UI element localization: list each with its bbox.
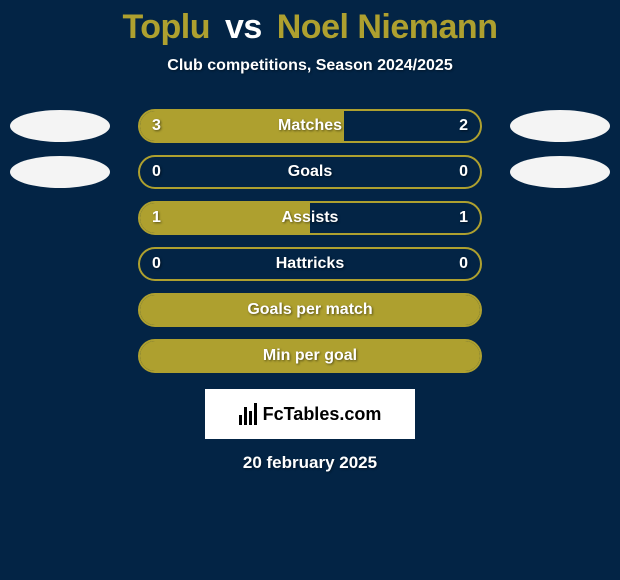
page-title: Toplu vs Noel Niemann bbox=[0, 8, 620, 47]
stat-row: 11Assists bbox=[0, 195, 620, 241]
stat-row: Goals per match bbox=[0, 287, 620, 333]
date-text: 20 february 2025 bbox=[0, 453, 620, 473]
stat-rows: 32Matches 00Goals 11Assists 00Hattricks Goal… bbox=[0, 103, 620, 379]
logo-text: FcTables.com bbox=[263, 404, 382, 425]
avatar-left bbox=[10, 110, 110, 142]
stat-label: Goals per match bbox=[140, 301, 480, 319]
stat-bar: 00Hattricks bbox=[138, 247, 482, 281]
stat-bar: 00Goals bbox=[138, 155, 482, 189]
stat-bar: 11Assists bbox=[138, 201, 482, 235]
stat-bar: Goals per match bbox=[138, 293, 482, 327]
stat-row: 00Goals bbox=[0, 149, 620, 195]
logo-box: FcTables.com bbox=[205, 389, 415, 439]
avatar-right bbox=[510, 110, 610, 142]
stat-label: Assists bbox=[140, 209, 480, 227]
stat-bar: 32Matches bbox=[138, 109, 482, 143]
stat-row: 00Hattricks bbox=[0, 241, 620, 287]
stat-label: Goals bbox=[140, 163, 480, 181]
avatar-left bbox=[10, 156, 110, 188]
stat-label: Hattricks bbox=[140, 255, 480, 273]
stat-label: Matches bbox=[140, 117, 480, 135]
title-vs: vs bbox=[225, 8, 262, 46]
bars-icon bbox=[239, 403, 257, 425]
title-player-left: Toplu bbox=[123, 8, 211, 46]
avatar-right bbox=[510, 156, 610, 188]
stat-row: Min per goal bbox=[0, 333, 620, 379]
subtitle: Club competitions, Season 2024/2025 bbox=[0, 57, 620, 75]
stat-bar: Min per goal bbox=[138, 339, 482, 373]
stat-label: Min per goal bbox=[140, 347, 480, 365]
comparison-card: Toplu vs Noel Niemann Club competitions,… bbox=[0, 0, 620, 580]
stat-row: 32Matches bbox=[0, 103, 620, 149]
title-player-right: Noel Niemann bbox=[277, 8, 498, 46]
